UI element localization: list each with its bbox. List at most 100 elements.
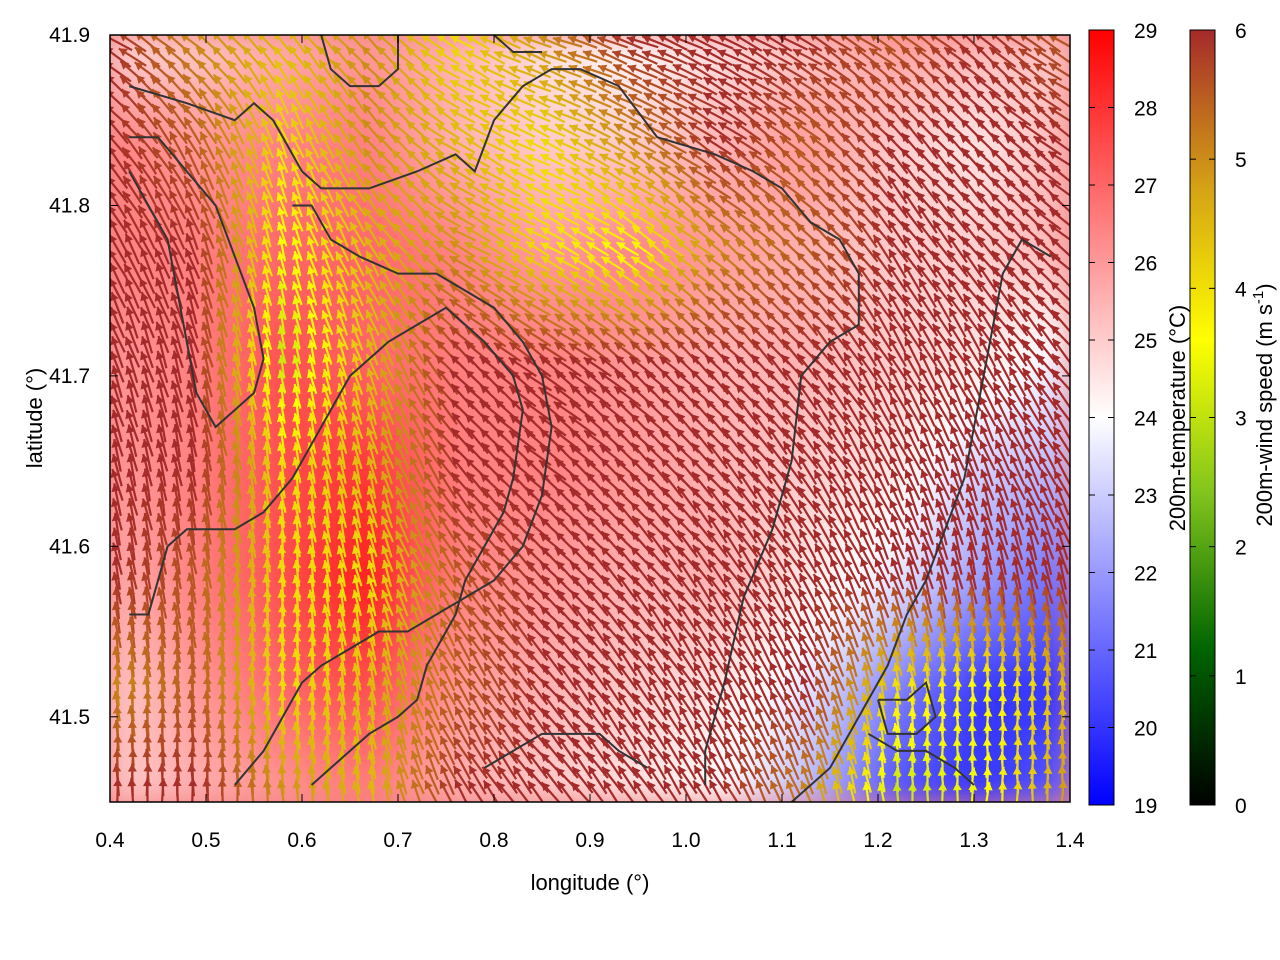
- temperature-cell: [949, 54, 971, 77]
- temperature-cell: [569, 276, 591, 299]
- temperature-cell: [549, 195, 571, 218]
- temperature-cell: [349, 114, 371, 137]
- temperature-cell: [829, 114, 851, 137]
- temperature-cell: [649, 276, 671, 299]
- temperature-cell: [549, 457, 571, 481]
- temperature-cell: [989, 720, 1011, 743]
- temperature-cell: [269, 94, 291, 117]
- temperature-cell: [369, 134, 391, 158]
- temperature-cell: [709, 437, 731, 460]
- temperature-cell: [649, 336, 671, 359]
- temperature-cell: [789, 134, 811, 158]
- temperature-cell: [709, 336, 731, 359]
- temperature-cell: [489, 195, 511, 218]
- temperature-cell: [889, 760, 911, 783]
- temperature-cell: [869, 417, 891, 440]
- temperature-cell: [329, 457, 351, 481]
- temperature-cell: [489, 518, 511, 541]
- temperature-cell: [749, 377, 771, 400]
- temperature-cell: [889, 780, 911, 802]
- temperature-cell: [969, 74, 991, 97]
- temperature-cell: [649, 235, 671, 259]
- temperature-cell: [489, 296, 511, 319]
- temperature-cell: [989, 639, 1011, 662]
- temperature-cell: [669, 195, 691, 218]
- temperature-cell: [809, 195, 831, 218]
- temperature-cell: [949, 700, 971, 723]
- temperature-cell: [549, 478, 571, 501]
- temperature-cell: [669, 457, 691, 481]
- temperature-cell: [549, 356, 571, 380]
- temperature-cell: [989, 780, 1011, 802]
- temperature-cell: [409, 437, 431, 460]
- temperature-cell: [689, 377, 711, 400]
- temperature-cell: [769, 276, 791, 299]
- temperature-cell: [729, 336, 751, 359]
- temperature-cell: [289, 377, 311, 400]
- temperature-cell: [549, 518, 571, 541]
- temperature-cell: [989, 215, 1011, 238]
- temperature-cell: [389, 114, 411, 137]
- temperature-cell: [549, 296, 571, 319]
- temperature-cell: [489, 356, 511, 380]
- temperature-cell: [749, 437, 771, 460]
- temperature-cell: [110, 538, 131, 561]
- temperature-cell: [629, 377, 651, 400]
- temperature-cell: [729, 134, 751, 158]
- temperature-cell: [989, 498, 1011, 521]
- temperature-cell: [729, 518, 751, 541]
- temperature-cell: [1009, 780, 1031, 802]
- temperature-cell: [1049, 780, 1070, 802]
- temperature-cell: [909, 417, 931, 440]
- temperature-cell: [289, 478, 311, 501]
- temperature-cell: [1009, 720, 1031, 743]
- temperature-cell: [289, 720, 311, 743]
- temperature-cell: [609, 457, 631, 481]
- temperature-cell: [329, 54, 351, 77]
- temperature-cell: [869, 215, 891, 238]
- temperature-cell: [809, 377, 831, 400]
- temperature-cell: [669, 336, 691, 359]
- temperature-cell: [529, 235, 551, 259]
- temperature-cell: [1029, 94, 1051, 117]
- temperature-cell: [609, 356, 631, 380]
- temperature-cell: [949, 619, 971, 642]
- temperature-cell: [429, 356, 451, 380]
- temperature-cell: [349, 54, 371, 77]
- temperature-cell: [789, 235, 811, 259]
- temperature-cell: [269, 397, 291, 420]
- temperature-cell: [209, 336, 231, 359]
- temperature-cell: [989, 700, 1011, 723]
- temperature-cell: [969, 134, 991, 158]
- plot-area: [110, 35, 1070, 802]
- temperature-cell: [110, 377, 131, 400]
- temperature-cell: [110, 740, 131, 763]
- temperature-cell: [229, 720, 251, 743]
- temperature-cell: [110, 760, 131, 783]
- temperature-cell: [669, 356, 691, 380]
- temperature-cell: [449, 377, 471, 400]
- temperature-cell: [589, 498, 611, 521]
- temperature-cell: [229, 256, 251, 279]
- temperature-cell: [389, 195, 411, 218]
- temperature-cell: [110, 659, 131, 682]
- temperature-cell: [789, 195, 811, 218]
- temperature-cell: [149, 740, 171, 763]
- temperature-cell: [889, 215, 911, 238]
- temperature-cell: [589, 437, 611, 460]
- temperature-cell: [469, 437, 491, 460]
- temperature-cell: [429, 195, 451, 218]
- temperature-cell: [389, 417, 411, 440]
- temperature-cell: [709, 276, 731, 299]
- temperature-cell: [209, 457, 231, 481]
- temperature-cell: [709, 316, 731, 339]
- temperature-cell: [609, 296, 631, 319]
- temperature-cell: [349, 538, 371, 561]
- temperature-cell: [789, 296, 811, 319]
- temperature-cell: [989, 155, 1011, 178]
- temperature-cell: [110, 114, 131, 137]
- temperature-cell: [569, 538, 591, 561]
- temperature-cell: [609, 478, 631, 501]
- temperature-cell: [1029, 356, 1051, 380]
